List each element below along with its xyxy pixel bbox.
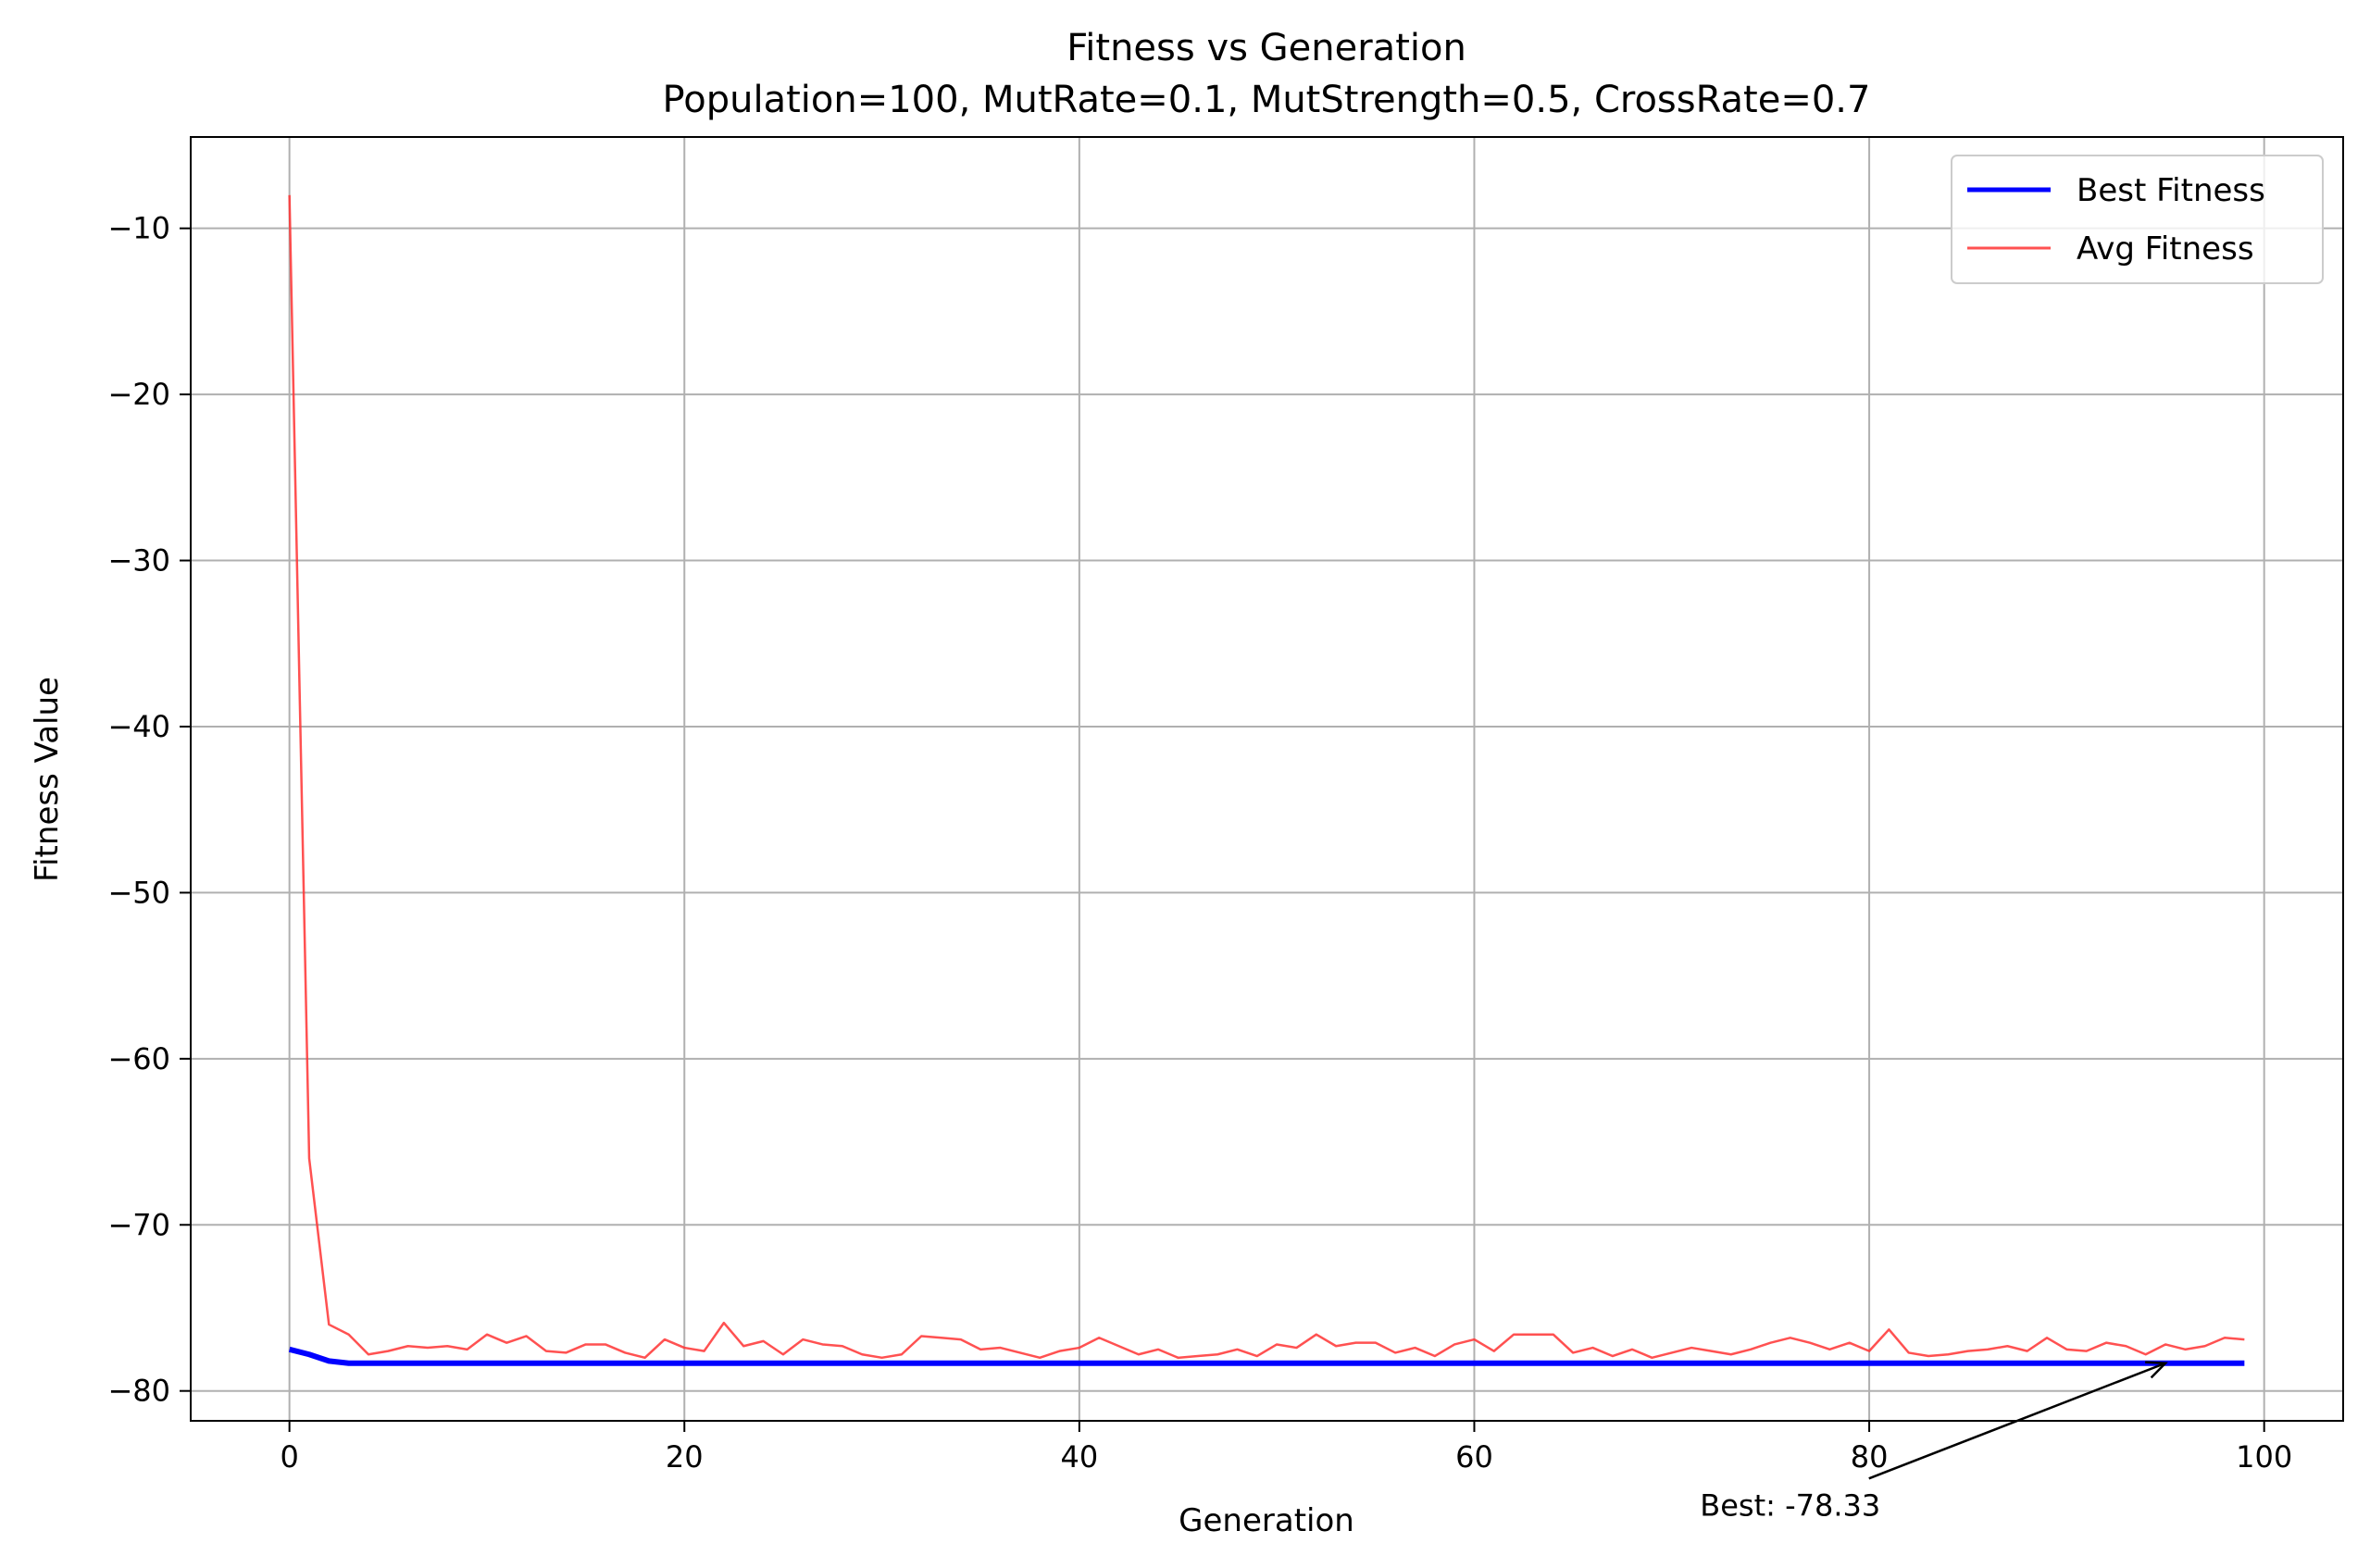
ticks: 0 20 40 60 80 100 −10 −20 −30 −40 −50 −60 −70 −80 — [107, 211, 2292, 1475]
x-tick-label: 100 — [2236, 1439, 2292, 1475]
annotation: Best: -78.33 — [1700, 1361, 2168, 1523]
y-tick-label: −30 — [107, 543, 170, 579]
legend-label-avg-fitness: Avg Fitness — [2077, 230, 2254, 268]
x-axis-label: Generation — [1179, 1502, 1354, 1539]
y-tick-label: −50 — [107, 875, 170, 910]
y-tick-label: −20 — [107, 377, 170, 412]
annotation-arrow-shaft — [1868, 1362, 2166, 1480]
y-tick-label: −80 — [107, 1374, 170, 1409]
annotation-label: Best: -78.33 — [1700, 1487, 1880, 1523]
legend: Best Fitness Avg Fitness — [1951, 155, 2324, 284]
y-tick-label: −40 — [107, 709, 170, 744]
chart-title: Fitness vs Generation — [1066, 27, 1466, 69]
grid — [191, 137, 2343, 1421]
annotation-arrow-head — [2145, 1361, 2168, 1379]
x-tick-label: 20 — [666, 1439, 704, 1475]
series-layer — [288, 194, 2245, 1366]
x-tick-label: 60 — [1455, 1439, 1493, 1475]
y-tick-label: −70 — [107, 1207, 170, 1242]
plot-frame — [190, 136, 2344, 1422]
y-tick-label: −10 — [107, 211, 170, 246]
chart-subtitle: Population=100, MutRate=0.1, MutStrength… — [663, 79, 1871, 121]
y-axis-label: Fitness Value — [29, 677, 66, 882]
y-tick-label: −60 — [107, 1041, 170, 1076]
x-tick-label: 0 — [280, 1439, 298, 1475]
legend-label-best-fitness: Best Fitness — [2077, 172, 2265, 209]
x-tick-label: 80 — [1851, 1439, 1889, 1475]
series-line-avg-fitness — [288, 194, 2245, 1360]
x-tick-label: 40 — [1061, 1439, 1099, 1475]
series-line-best-fitness — [288, 1346, 2245, 1366]
